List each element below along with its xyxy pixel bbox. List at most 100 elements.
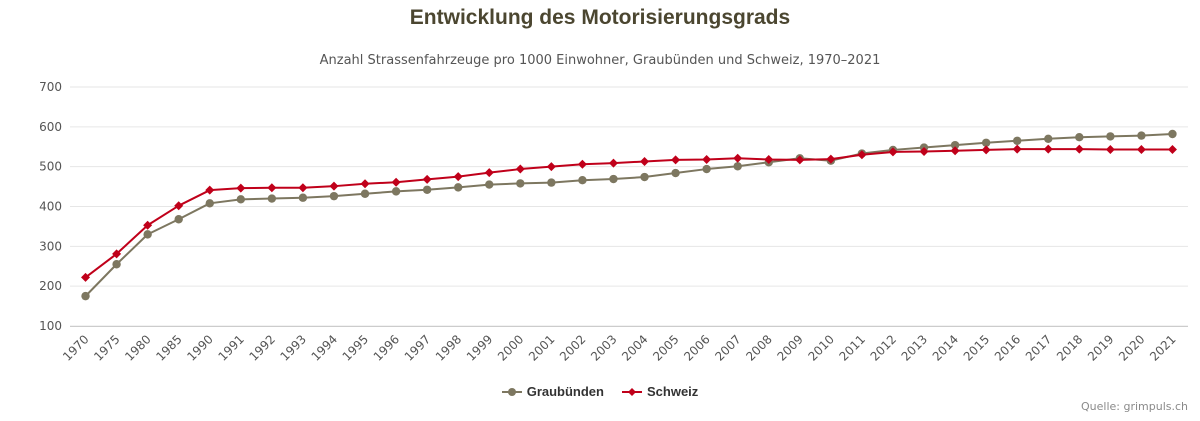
data-point-graubuenden — [205, 199, 214, 208]
data-point-graubuenden — [485, 180, 494, 189]
x-tick-label: 2011 — [837, 332, 868, 363]
data-point-schweiz — [205, 185, 215, 195]
x-tick-label: 2017 — [1023, 332, 1054, 363]
x-tick-label: 2003 — [588, 332, 619, 363]
y-tick-label: 300 — [39, 239, 62, 253]
x-tick-label: 2008 — [743, 332, 774, 363]
y-tick-label: 500 — [39, 160, 62, 174]
series-line-schweiz — [84, 148, 1173, 279]
y-tick-label: 100 — [39, 319, 62, 333]
x-tick-label: 1975 — [91, 332, 122, 363]
x-tick-label: 1997 — [402, 332, 433, 363]
data-point-graubuenden — [422, 185, 432, 194]
data-point-graubuenden — [360, 189, 370, 198]
legend-circle-marker-icon — [501, 387, 522, 396]
data-point-schweiz — [764, 154, 774, 164]
data-point-schweiz — [453, 172, 463, 182]
data-point-graubuenden — [143, 230, 152, 239]
data-point-schweiz — [826, 154, 836, 164]
data-point-graubuenden — [1168, 129, 1177, 139]
data-point-schweiz — [422, 174, 432, 184]
data-point-graubuenden — [1106, 132, 1115, 141]
data-point-graubuenden — [578, 176, 587, 185]
data-point-graubuenden — [547, 178, 556, 187]
x-tick-label: 2014 — [930, 332, 961, 363]
x-tick-label: 2001 — [526, 332, 557, 363]
data-point-schweiz — [236, 183, 246, 193]
data-point-schweiz — [640, 156, 650, 166]
x-tick-label: 1993 — [278, 332, 309, 363]
data-point-schweiz — [1105, 145, 1115, 155]
x-tick-label: 1985 — [153, 332, 184, 363]
x-tick-label: 1996 — [371, 332, 402, 363]
x-tick-label: 1980 — [122, 332, 153, 363]
y-tick-label: 700 — [39, 80, 62, 94]
data-point-graubuenden — [329, 191, 339, 201]
legend-diamond-marker-icon — [621, 387, 642, 396]
chart-legend: Graubünden Schweiz — [0, 384, 1200, 399]
data-point-schweiz — [391, 177, 401, 187]
data-point-schweiz — [733, 153, 743, 163]
x-tick-label: 1970 — [60, 332, 91, 363]
series-line-graubuenden — [84, 133, 1173, 297]
data-point-graubuenden — [640, 172, 649, 182]
data-point-graubuenden — [298, 193, 308, 202]
x-tick-label: 2015 — [961, 332, 992, 363]
data-point-schweiz — [329, 181, 339, 191]
data-point-schweiz — [795, 155, 805, 165]
data-point-graubuenden — [1075, 132, 1084, 142]
data-point-graubuenden — [174, 215, 183, 224]
x-tick-label: 2000 — [495, 332, 526, 363]
x-tick-label: 2019 — [1085, 332, 1116, 363]
x-tick-label: 2018 — [1054, 332, 1085, 363]
data-point-schweiz — [919, 147, 929, 157]
data-point-graubuenden — [112, 260, 121, 269]
data-point-schweiz — [671, 155, 681, 165]
x-tick-label: 2004 — [619, 332, 650, 363]
data-point-schweiz — [608, 158, 618, 168]
x-tick-label: 1998 — [433, 332, 464, 363]
data-point-graubuenden — [516, 179, 525, 188]
chart-subtitle: Anzahl Strassenfahrzeuge pro 1000 Einwoh… — [319, 53, 881, 68]
data-point-schweiz — [143, 220, 153, 230]
data-point-graubuenden — [702, 164, 711, 174]
x-tick-label: 2012 — [868, 332, 899, 363]
x-tick-label: 2005 — [650, 332, 681, 363]
x-tick-label: 2002 — [557, 332, 588, 363]
legend-item-schweiz[interactable]: Schweiz — [621, 384, 699, 399]
data-point-graubuenden — [1044, 134, 1053, 143]
data-point-schweiz — [112, 249, 122, 259]
data-point-schweiz — [577, 159, 587, 169]
x-tick-label: 2009 — [774, 332, 805, 363]
data-point-graubuenden — [950, 140, 960, 150]
x-tick-label: 1995 — [340, 332, 371, 363]
data-point-graubuenden — [733, 162, 742, 171]
data-point-schweiz — [1074, 144, 1084, 154]
data-point-schweiz — [1012, 144, 1022, 154]
x-tick-label: 2010 — [805, 332, 836, 363]
data-point-schweiz — [857, 150, 867, 160]
data-point-graubuenden — [236, 195, 246, 204]
x-tick-label: 2013 — [899, 332, 930, 363]
data-point-graubuenden — [1012, 136, 1022, 145]
chart-title: Entwicklung des Motorisierungsgrads — [409, 6, 791, 29]
data-point-graubuenden — [981, 138, 991, 147]
y-tick-label: 200 — [39, 279, 62, 293]
data-point-graubuenden — [609, 174, 618, 184]
data-point-schweiz — [174, 201, 184, 211]
legend-label-graubuenden: Graubünden — [526, 384, 604, 399]
data-point-graubuenden — [81, 291, 90, 301]
source-credit[interactable]: Quelle: grimpuls.ch — [1080, 400, 1188, 413]
data-point-graubuenden — [671, 168, 680, 178]
x-tick-label: 2016 — [992, 332, 1023, 363]
data-point-schweiz — [360, 179, 370, 189]
legend-label-schweiz: Schweiz — [646, 384, 699, 399]
x-tick-label: 2007 — [712, 332, 743, 363]
x-tick-label: 2020 — [1116, 332, 1147, 363]
data-point-schweiz — [515, 164, 525, 174]
data-point-schweiz — [267, 183, 277, 193]
legend-item-graubuenden[interactable]: Graubünden — [501, 384, 604, 399]
x-tick-label: 1994 — [309, 332, 340, 363]
y-tick-label: 400 — [39, 200, 62, 214]
